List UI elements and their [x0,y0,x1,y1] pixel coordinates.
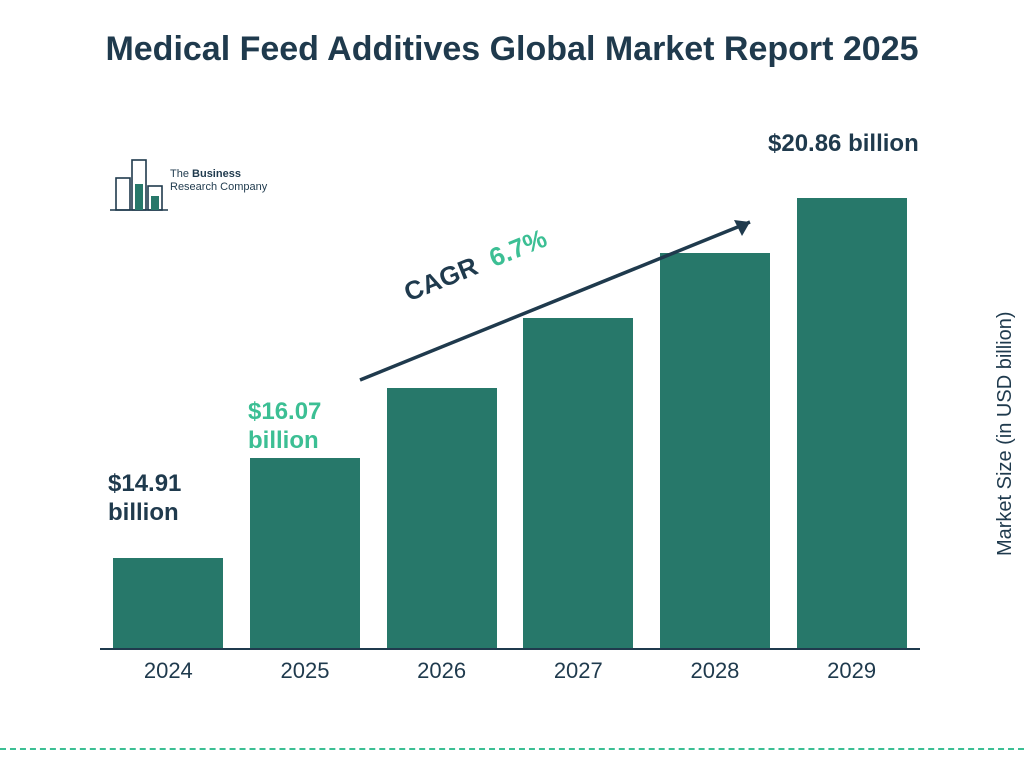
value-callout-2024: $14.91 billion [108,470,248,528]
bar-2025: 2025 [250,458,360,648]
bar-2027: 2027 [523,318,633,648]
x-tick-2029: 2029 [782,658,922,684]
callout-1-bottom: billion [248,427,319,454]
x-tick-2028: 2028 [645,658,785,684]
chart-title: Medical Feed Additives Global Market Rep… [0,28,1024,71]
bar-rect-2029 [797,198,907,648]
x-tick-2027: 2027 [508,658,648,684]
x-axis [100,648,920,650]
callout-0-bottom: billion [108,499,179,526]
callout-2-top: $20.86 billion [768,130,919,157]
x-tick-2026: 2026 [372,658,512,684]
bar-rect-2025 [250,458,360,648]
x-tick-2024: 2024 [98,658,238,684]
bar-rect-2024 [113,558,223,648]
bottom-divider [0,748,1024,750]
bar-2024: 2024 [113,558,223,648]
bar-2026: 2026 [387,388,497,648]
y-axis-label: Market Size (in USD billion) [995,312,1018,557]
bar-2029: 2029 [797,198,907,648]
value-callout-2025: $16.07 billion [248,398,388,456]
callout-1-top: $16.07 [248,398,321,425]
x-tick-2025: 2025 [235,658,375,684]
bar-rect-2028 [660,253,770,648]
callout-0-top: $14.91 [108,470,181,497]
value-callout-2029: $20.86 billion [768,130,968,159]
bar-rect-2026 [387,388,497,648]
bar-rect-2027 [523,318,633,648]
bar-2028: 2028 [660,253,770,648]
